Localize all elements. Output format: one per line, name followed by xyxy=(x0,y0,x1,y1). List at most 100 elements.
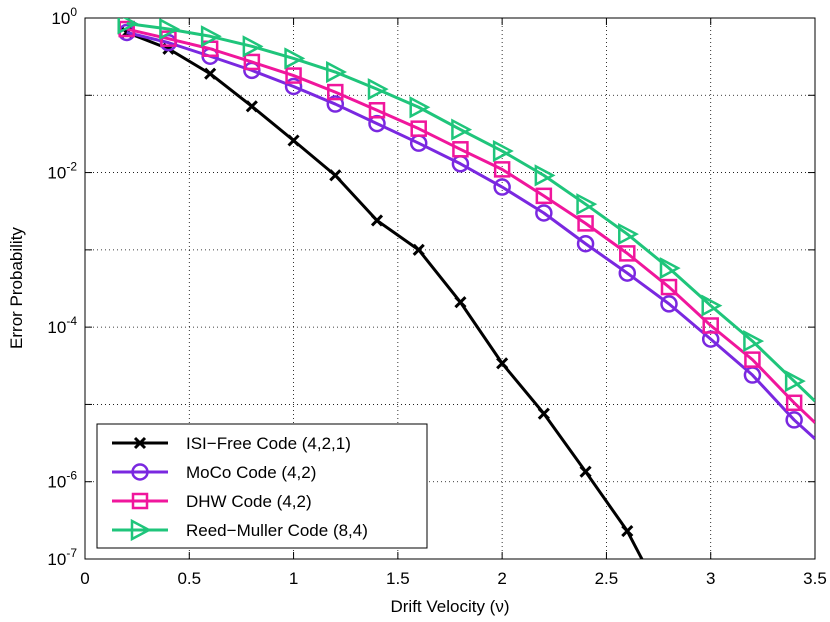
x-marker-stroke xyxy=(133,436,147,450)
data-point xyxy=(412,243,425,256)
x-tick-label: 3.5 xyxy=(803,569,827,588)
data-point xyxy=(701,294,723,317)
axes xyxy=(84,17,816,560)
x-marker-stroke xyxy=(537,407,550,420)
plot-frame xyxy=(84,17,816,560)
grid-lines xyxy=(85,18,815,559)
data-point xyxy=(370,214,384,227)
data-point xyxy=(409,96,431,119)
legend-marker xyxy=(130,518,152,542)
x-marker-stroke xyxy=(454,296,467,309)
data-point xyxy=(326,60,347,84)
data-point xyxy=(492,139,514,163)
data-point xyxy=(493,178,511,196)
data-point xyxy=(496,357,509,370)
data-point xyxy=(743,330,765,353)
y-tick-label: 100 xyxy=(51,5,77,28)
data-point xyxy=(284,47,306,70)
y-tick-labels: 100 10-2 10-4 10-6 10-7 xyxy=(47,5,77,569)
y-tick-label: 10-6 xyxy=(47,469,77,492)
data-point xyxy=(243,53,261,71)
legend-entry: MoCo Code (4,2) xyxy=(112,463,316,482)
legend-marker xyxy=(131,463,149,481)
x-tick-label: 2 xyxy=(497,569,506,588)
data-point xyxy=(242,35,264,58)
data-point xyxy=(285,67,302,84)
x-marker-stroke xyxy=(579,465,592,478)
data-point xyxy=(287,134,300,147)
data-point xyxy=(702,317,719,334)
data-point xyxy=(576,234,595,253)
x-tick-label: 1.5 xyxy=(386,569,410,588)
legend-label: Reed−Muller Code (8,4) xyxy=(186,521,368,540)
data-point xyxy=(660,295,678,313)
x-axis-label: Drift Velocity (ν) xyxy=(390,597,509,616)
data-point xyxy=(621,524,634,538)
legend-label: MoCo Code (4,2) xyxy=(186,463,316,482)
data-point xyxy=(368,102,386,119)
data-point xyxy=(245,100,258,113)
series-line xyxy=(126,31,644,559)
legend-box xyxy=(96,423,428,549)
data-point xyxy=(159,18,181,41)
data-point xyxy=(579,465,592,478)
x-marker-stroke xyxy=(621,524,634,538)
y-axis-label: Error Probability xyxy=(7,227,26,349)
x-tick-labels: 0 0.5 1 1.5 2 2.5 3 3.5 xyxy=(80,569,827,588)
data-point xyxy=(454,296,467,309)
data-point xyxy=(410,120,427,137)
series-2 xyxy=(118,20,815,424)
data-point xyxy=(326,95,345,113)
x-tick-label: 0.5 xyxy=(177,569,201,588)
x-marker-stroke xyxy=(245,100,258,113)
legend-entry: Reed−Muller Code (8,4) xyxy=(112,518,368,542)
data-point xyxy=(329,169,342,182)
data-point xyxy=(200,25,222,48)
data-point xyxy=(576,193,598,216)
x-tick-label: 2.5 xyxy=(595,569,619,588)
legend: ISI−Free Code (4,2,1) MoCo Code (4,2) DHW … xyxy=(96,423,428,549)
y-tick-label: 10-2 xyxy=(47,160,77,183)
data-point xyxy=(367,78,389,101)
data-series xyxy=(117,18,815,559)
data-point xyxy=(117,18,139,35)
legend-label: ISI−Free Code (4,2,1) xyxy=(186,434,351,453)
data-point xyxy=(785,411,803,429)
x-marker-stroke xyxy=(496,357,509,370)
data-point xyxy=(534,164,556,187)
data-point xyxy=(744,351,761,368)
data-point xyxy=(535,204,553,222)
legend-entry: DHW Code (4,2) xyxy=(112,492,312,511)
data-point xyxy=(537,407,550,420)
data-point xyxy=(284,77,303,96)
data-point xyxy=(618,223,639,246)
series-3 xyxy=(117,18,815,403)
data-point xyxy=(327,83,344,101)
data-point xyxy=(659,257,681,280)
data-point xyxy=(493,161,511,178)
x-tick-label: 0 xyxy=(80,569,89,588)
data-point xyxy=(785,394,803,412)
data-point xyxy=(784,370,806,393)
x-marker-stroke xyxy=(287,134,300,147)
x-marker-stroke xyxy=(329,169,342,182)
data-point xyxy=(535,187,553,205)
data-point xyxy=(619,245,636,262)
data-point xyxy=(618,264,637,282)
data-point xyxy=(451,118,473,141)
x-marker-stroke xyxy=(204,67,217,80)
x-tick-label: 1 xyxy=(289,569,298,588)
x-marker-stroke xyxy=(370,214,384,227)
legend-marker xyxy=(133,436,147,450)
x-marker-stroke xyxy=(412,243,425,256)
legend-entry: ISI−Free Code (4,2,1) xyxy=(112,434,351,453)
legend-label: DHW Code (4,2) xyxy=(186,492,312,511)
data-point xyxy=(577,215,594,232)
data-point xyxy=(452,141,469,158)
x-tick-label: 3 xyxy=(706,569,715,588)
data-point xyxy=(204,67,217,80)
y-tick-label: 10-7 xyxy=(47,546,77,569)
legend-marker xyxy=(131,492,149,510)
data-point xyxy=(660,278,678,296)
